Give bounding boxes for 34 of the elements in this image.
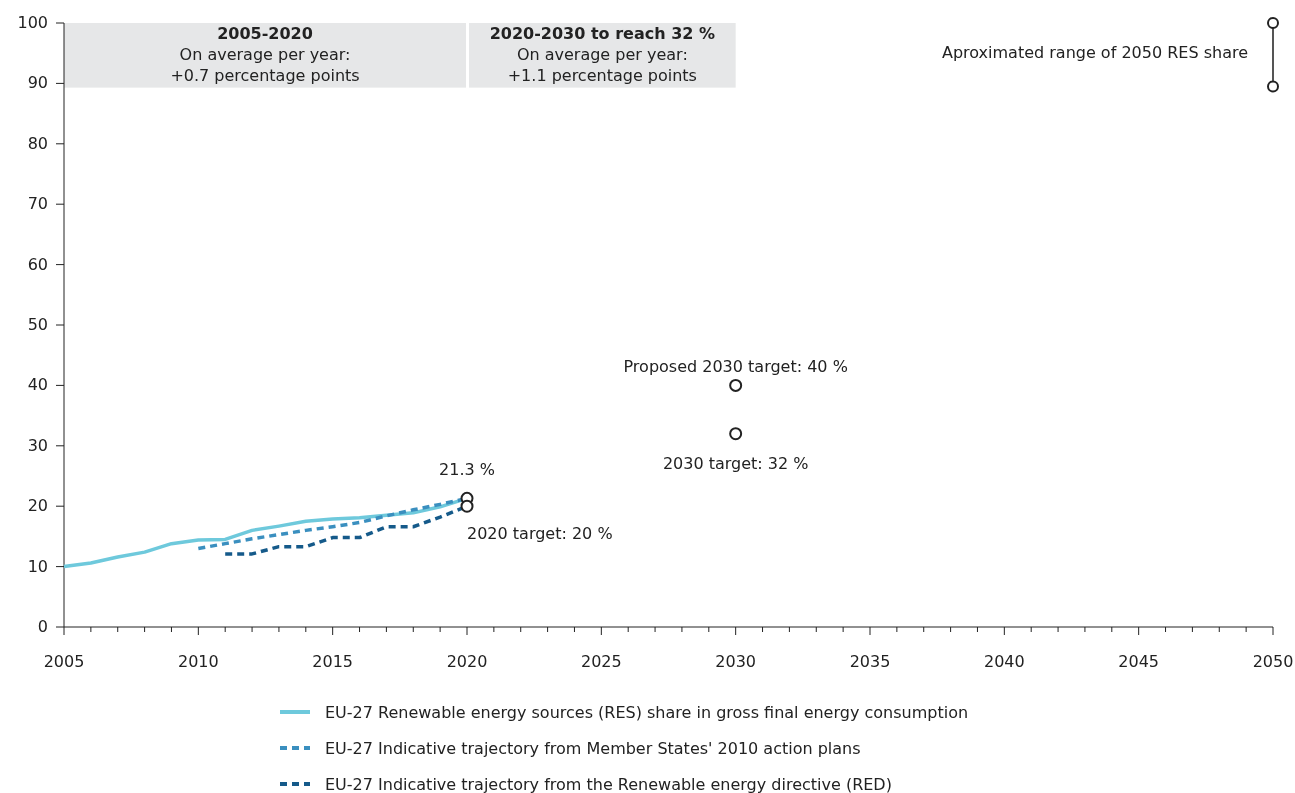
y-tick-label: 100 [17, 13, 48, 32]
annotation: 21.3 % [439, 460, 495, 480]
y-tick-label: 20 [27, 496, 48, 516]
x-tick-label: 2005 [43, 652, 85, 671]
x-tick-label: 2010 [177, 652, 219, 671]
x-tick-label: 2050 [1252, 652, 1294, 671]
y-tick-label: 90 [27, 73, 48, 93]
band-label: 2005-2020 On average per year: +0.7 percentage points [170, 24, 360, 85]
y-tick-label: 40 [27, 375, 48, 395]
y-tick-label: 70 [27, 194, 48, 214]
y-tick-label: 30 [27, 435, 48, 455]
annotation: 2030 target: 32 % [662, 453, 809, 473]
x-tick-label: 2015 [312, 652, 354, 671]
x-tick-label: 2035 [849, 652, 891, 671]
x-tick-label: 2030 [715, 652, 757, 671]
y-tick-label: 0 [37, 617, 48, 636]
x-tick-label: 2025 [580, 652, 622, 671]
x-tick-label: 2020 [446, 652, 488, 671]
legend-label: EU-27 Indicative trajectory from the Renewable energy directive (RED) [325, 775, 892, 793]
annotation: 2020 target: 20 % [467, 524, 613, 544]
y-tick-label: 60 [27, 254, 48, 274]
point [729, 378, 743, 392]
y-tick-label: 10 [27, 556, 48, 576]
y-tick-label: 80 [27, 133, 48, 153]
annotation: Aproximated range of 2050 RES share [941, 43, 1248, 63]
x-tick-label: 2040 [983, 652, 1025, 671]
point [460, 499, 474, 513]
legend-label: EU-27 Indicative trajectory from Member States' 2010 action plans [325, 739, 861, 758]
x-tick-label: 2045 [1118, 652, 1160, 671]
point [729, 427, 743, 441]
y-tick-label: 50 [27, 315, 48, 334]
legend-label: EU-27 Renewable energy sources (RES) share in gross final energy consumption [325, 703, 969, 722]
band-label: 2020-2030 to reach 32 % On average per year: +1.1 percentage points [489, 24, 716, 85]
annotation: Proposed 2030 target: 40 % [623, 357, 848, 377]
